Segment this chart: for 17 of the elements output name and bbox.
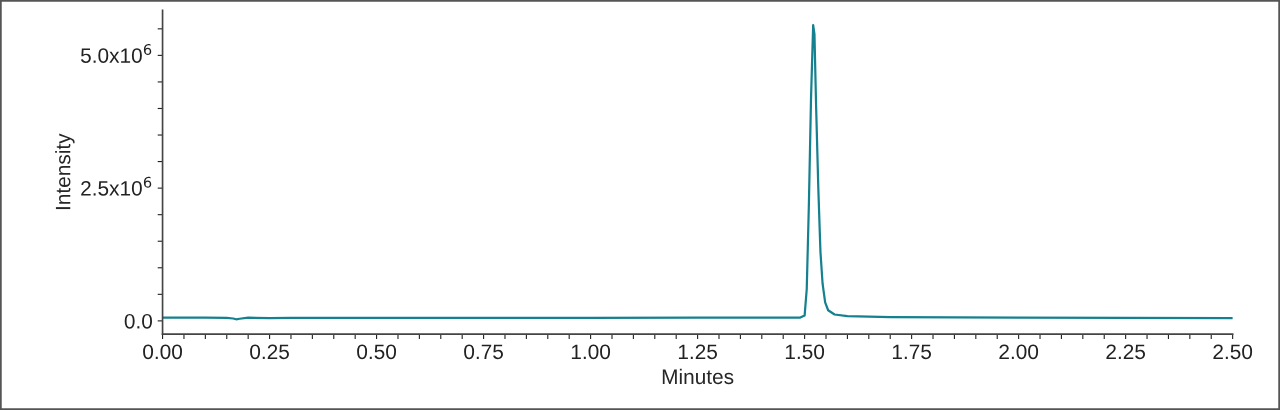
- x-tick-label: 0.00: [143, 344, 183, 360]
- y-axis-title: Intensity: [55, 133, 75, 210]
- x-tick-label: 0.25: [250, 344, 289, 360]
- x-tick-label: 0.50: [357, 344, 397, 360]
- x-tick-label: 1.75: [892, 344, 932, 360]
- x-tick-label: 2.50: [1213, 344, 1253, 360]
- x-tick-label: 0.75: [464, 344, 503, 360]
- y-tick-label: 2.5x10$^{6}$: [81, 176, 152, 196]
- y-tick-label: 5.0x10$^{6}$: [80, 43, 152, 63]
- x-axis-title: Minutes: [662, 368, 734, 385]
- x-tick-label: 2.25: [1106, 344, 1146, 360]
- line-series: [162, 24, 1233, 321]
- y-tick-label: 0.0: [124, 313, 153, 329]
- x-tick-label: 1.25: [678, 344, 717, 360]
- x-tick-label: 1.50: [785, 344, 825, 360]
- x-tick-label: 1.00: [571, 344, 611, 360]
- x-tick-label: 2.00: [999, 344, 1039, 360]
